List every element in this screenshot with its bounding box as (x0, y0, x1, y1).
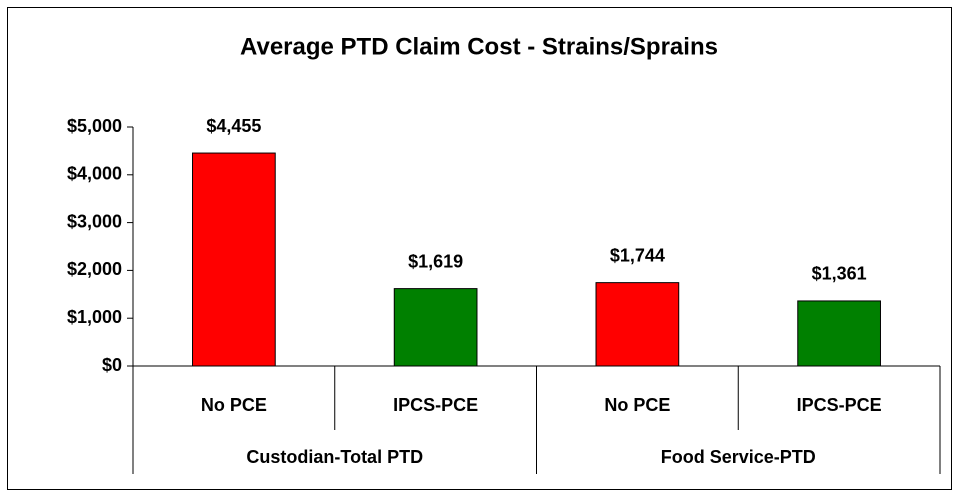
y-tick-label: $0 (102, 355, 122, 375)
group-label: Custodian-Total PTD (246, 447, 423, 467)
bar (797, 300, 881, 367)
y-tick-label: $4,000 (67, 164, 122, 184)
x-tick-label: No PCE (604, 395, 670, 415)
bar (595, 282, 680, 367)
y-tick-label: $2,000 (67, 259, 122, 279)
data-label: $1,744 (610, 245, 665, 265)
y-tick-label: $3,000 (67, 211, 122, 231)
chart-border (7, 7, 952, 490)
y-tick-label: $5,000 (67, 116, 122, 136)
x-tick-label: IPCS-PCE (797, 395, 882, 415)
chart-title: Average PTD Claim Cost - Strains/Sprains (240, 33, 718, 60)
x-tick-label: IPCS-PCE (393, 395, 478, 415)
data-label: $4,455 (206, 116, 261, 136)
x-tick-label: No PCE (201, 395, 267, 415)
data-label: $1,361 (812, 264, 867, 284)
bar (393, 288, 478, 367)
group-label: Food Service-PTD (661, 447, 816, 467)
bar (192, 152, 276, 367)
y-tick-label: $1,000 (67, 307, 122, 327)
data-label: $1,619 (408, 251, 463, 271)
